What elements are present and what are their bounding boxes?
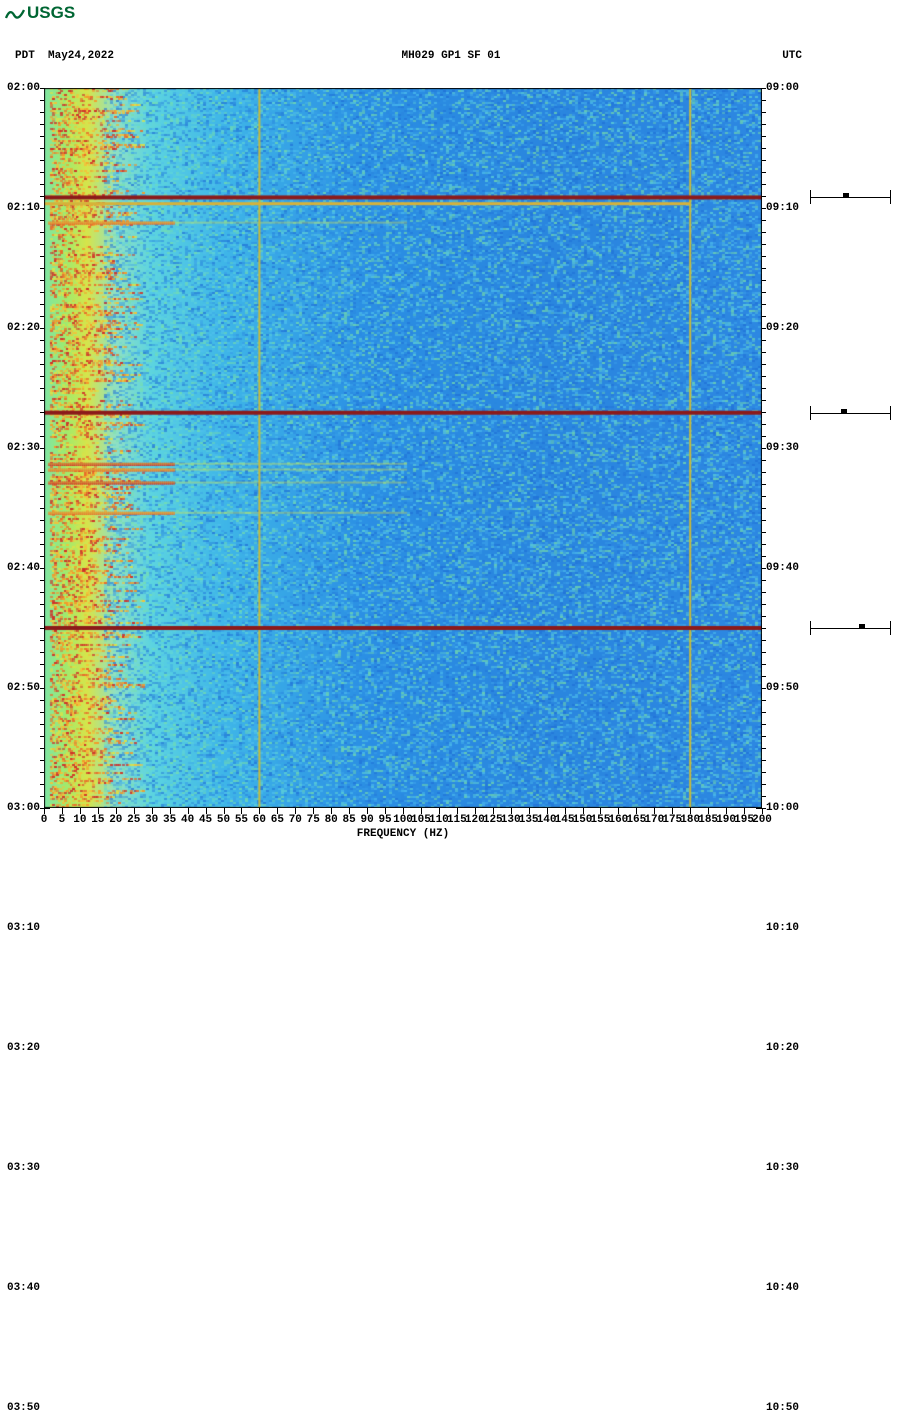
x-tick-label: 125: [483, 814, 503, 826]
x-tick-label: 185: [698, 814, 718, 826]
x-tick-label: 175: [662, 814, 682, 826]
x-tick-label: 65: [271, 814, 284, 826]
y-tick-label: 03:50: [0, 1403, 40, 1414]
x-tick-label: 160: [608, 814, 628, 826]
y-axis-right: 09:0009:1009:2009:3009:4009:5010:0010:10…: [766, 88, 806, 808]
event-marker-dot: [843, 193, 849, 197]
usgs-wave-icon: [5, 5, 25, 22]
x-tick-label: 85: [343, 814, 356, 826]
x-tick-label: 5: [59, 814, 66, 826]
y-tick-label: 09:00: [766, 83, 806, 94]
x-axis-title: FREQUENCY (HZ): [44, 828, 762, 840]
y-tick-label: 09:40: [766, 563, 806, 574]
x-tick-label: 35: [163, 814, 176, 826]
x-tick-label: 45: [199, 814, 212, 826]
x-tick-label: 15: [91, 814, 104, 826]
y-tick-label: 09:10: [766, 203, 806, 214]
x-tick-label: 200: [752, 814, 772, 826]
x-tick-label: 180: [680, 814, 700, 826]
y-tick-label: 09:20: [766, 323, 806, 334]
y-tick-label: 02:00: [0, 83, 40, 94]
y-tick-label: 10:40: [766, 1283, 806, 1294]
x-tick-label: 40: [181, 814, 194, 826]
x-tick-label: 75: [307, 814, 320, 826]
header-tz-right: UTC: [782, 50, 802, 62]
event-marker-line: [810, 413, 890, 414]
usgs-logo: USGS: [5, 3, 75, 23]
y-tick-label: 10:20: [766, 1043, 806, 1054]
x-tick-label: 105: [411, 814, 431, 826]
y-tick-label: 02:30: [0, 443, 40, 454]
x-tick-label: 135: [519, 814, 539, 826]
usgs-logo-text: USGS: [27, 3, 75, 23]
y-tick-label: 03:20: [0, 1043, 40, 1054]
y-tick-label: 10:00: [766, 803, 806, 814]
x-tick-label: 60: [253, 814, 266, 826]
y-tick-label: 03:00: [0, 803, 40, 814]
x-tick-label: 145: [555, 814, 575, 826]
event-marker-endtick: [810, 190, 811, 204]
y-minor-tick: [756, 808, 766, 809]
x-tick-label: 90: [360, 814, 373, 826]
event-marker-line: [810, 197, 890, 198]
y-minor-tick: [40, 808, 50, 809]
y-axis-left: 02:0002:1002:2002:3002:4002:5003:0003:10…: [0, 88, 40, 808]
x-tick-label: 115: [447, 814, 467, 826]
x-tick-label: 120: [465, 814, 485, 826]
x-tick-label: 100: [393, 814, 413, 826]
x-tick-label: 80: [325, 814, 338, 826]
x-tick-label: 165: [626, 814, 646, 826]
x-tick-label: 25: [127, 814, 140, 826]
event-marker-line: [810, 628, 890, 629]
y-tick-label: 10:30: [766, 1163, 806, 1174]
event-marker-endtick: [890, 406, 891, 420]
x-tick-label: 170: [644, 814, 664, 826]
event-marker-endtick: [890, 621, 891, 635]
x-tick-label: 195: [734, 814, 754, 826]
x-tick-label: 95: [378, 814, 391, 826]
y-tick-label: 10:10: [766, 923, 806, 934]
y-tick-label: 03:10: [0, 923, 40, 934]
x-tick-label: 30: [145, 814, 158, 826]
x-tick-label: 150: [573, 814, 593, 826]
event-marker-endtick: [890, 190, 891, 204]
y-tick-label: 02:50: [0, 683, 40, 694]
x-tick-label: 110: [429, 814, 449, 826]
x-tick-label: 130: [501, 814, 521, 826]
spectrogram-plot: [44, 88, 762, 808]
y-tick-label: 02:10: [0, 203, 40, 214]
x-tick-label: 155: [591, 814, 611, 826]
event-marker-dot: [841, 409, 847, 413]
x-tick-label: 70: [289, 814, 302, 826]
x-tick-label: 20: [109, 814, 122, 826]
event-marker-column: [810, 88, 900, 808]
y-tick-label: 09:30: [766, 443, 806, 454]
y-tick-label: 02:40: [0, 563, 40, 574]
y-tick-label: 02:20: [0, 323, 40, 334]
x-tick-label: 10: [73, 814, 86, 826]
x-tick-label: 55: [235, 814, 248, 826]
x-tick-label: 140: [537, 814, 557, 826]
y-tick-label: 09:50: [766, 683, 806, 694]
header-title: MH029 GP1 SF 01: [0, 50, 902, 62]
x-tick-label: 0: [41, 814, 48, 826]
y-tick-label: 10:50: [766, 1403, 806, 1414]
y-tick-label: 03:30: [0, 1163, 40, 1174]
event-marker-dot: [859, 624, 865, 628]
x-tick-label: 50: [217, 814, 230, 826]
spectrogram-canvas: [44, 88, 762, 808]
event-marker-endtick: [810, 406, 811, 420]
x-tick-label: 190: [716, 814, 736, 826]
event-marker-endtick: [810, 621, 811, 635]
y-tick-label: 03:40: [0, 1283, 40, 1294]
